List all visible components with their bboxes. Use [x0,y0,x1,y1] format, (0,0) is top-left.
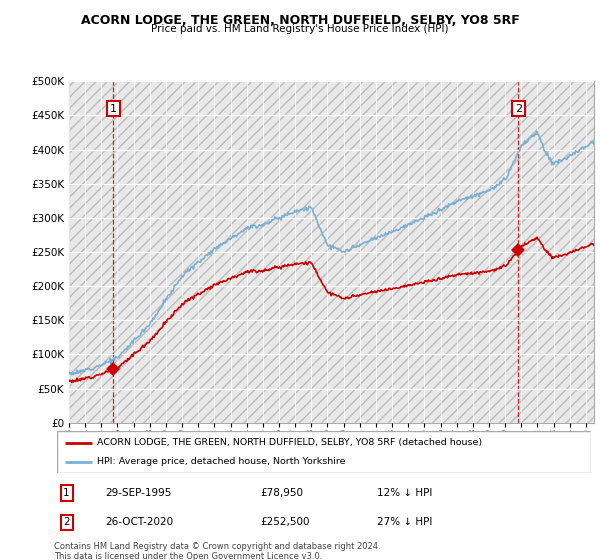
Text: Contains HM Land Registry data © Crown copyright and database right 2024.
This d: Contains HM Land Registry data © Crown c… [54,542,380,560]
Text: £252,500: £252,500 [260,517,310,528]
Text: 1: 1 [110,104,117,114]
Text: 26-OCT-2020: 26-OCT-2020 [105,517,173,528]
Text: 2: 2 [515,104,522,114]
Text: ACORN LODGE, THE GREEN, NORTH DUFFIELD, SELBY, YO8 5RF (detached house): ACORN LODGE, THE GREEN, NORTH DUFFIELD, … [97,438,482,447]
Text: £78,950: £78,950 [260,488,303,498]
Text: 2: 2 [63,517,70,528]
Bar [69,81,594,423]
Text: Price paid vs. HM Land Registry's House Price Index (HPI): Price paid vs. HM Land Registry's House … [151,24,449,34]
Text: 29-SEP-1995: 29-SEP-1995 [105,488,172,498]
Text: HPI: Average price, detached house, North Yorkshire: HPI: Average price, detached house, Nort… [97,458,346,466]
Text: 1: 1 [63,488,70,498]
Text: ACORN LODGE, THE GREEN, NORTH DUFFIELD, SELBY, YO8 5RF: ACORN LODGE, THE GREEN, NORTH DUFFIELD, … [80,14,520,27]
Text: 27% ↓ HPI: 27% ↓ HPI [377,517,433,528]
Text: 12% ↓ HPI: 12% ↓ HPI [377,488,433,498]
